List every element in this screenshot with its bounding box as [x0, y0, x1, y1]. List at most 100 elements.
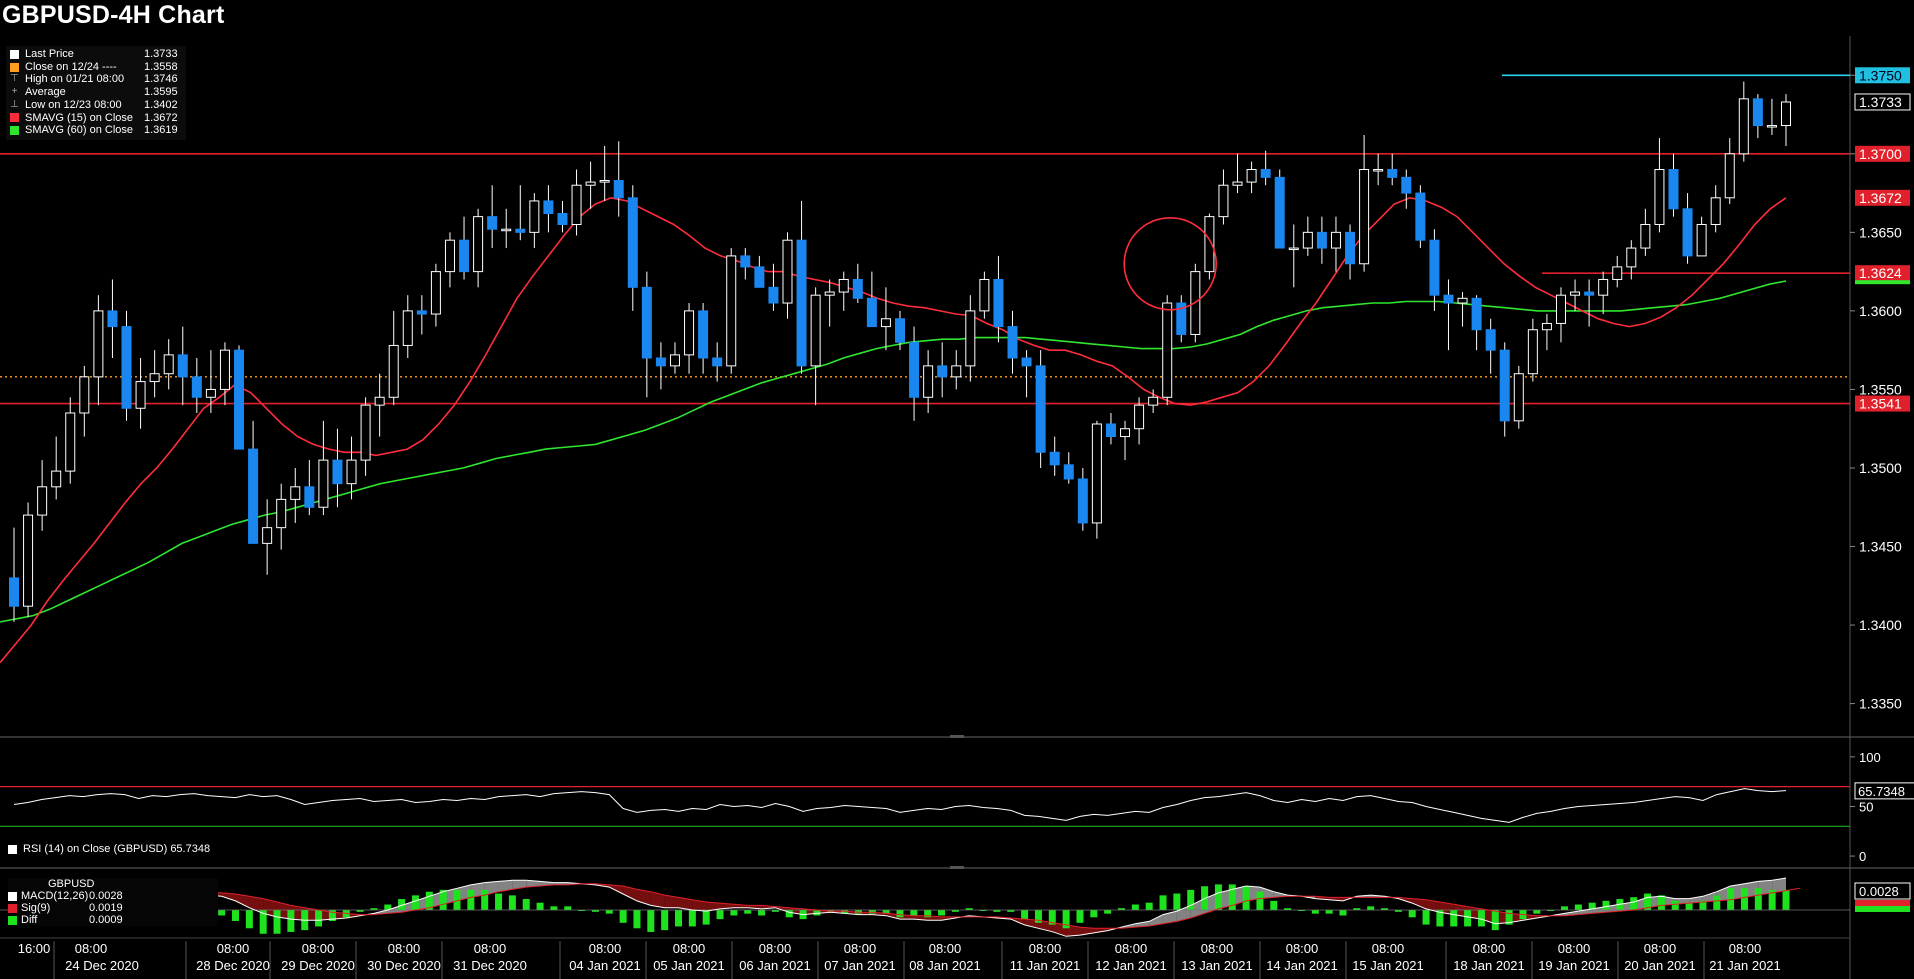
- macd-fill: [553, 882, 568, 885]
- candle-down: [895, 318, 905, 343]
- candle-up: [1302, 231, 1313, 249]
- macd-histogram-bar: [993, 910, 1001, 912]
- time-axis-date-label: 15 Jan 2021: [1352, 958, 1424, 973]
- price-tag-box: [1855, 67, 1910, 84]
- time-axis-hour-label: 08:00: [673, 941, 706, 956]
- macd-histogram-bar: [550, 906, 558, 910]
- macd-histogram-bar: [1547, 910, 1555, 911]
- macd-histogram-bar: [1588, 902, 1596, 910]
- candle-down: [304, 486, 315, 508]
- macd-histogram-bar: [1021, 910, 1029, 920]
- time-axis-hour-label: 08:00: [1115, 941, 1148, 956]
- legend-symbol-icon: +: [11, 86, 18, 98]
- candle-up: [1091, 423, 1102, 524]
- candle-up: [782, 239, 793, 304]
- candle-up: [1288, 247, 1299, 251]
- macd-fill: [249, 896, 264, 914]
- macd-legend-label: Sig(9): [21, 902, 51, 914]
- panel-resize-handle: [950, 735, 964, 738]
- macd-legend-swatch: [8, 903, 17, 913]
- candle-up: [1654, 169, 1665, 225]
- candle-up: [529, 200, 540, 233]
- macd-histogram-bar: [287, 910, 295, 932]
- macd-histogram-bar: [1048, 910, 1056, 925]
- candle-down: [121, 326, 132, 409]
- macd-histogram-bar: [675, 910, 682, 927]
- macd-histogram-bar: [758, 910, 766, 916]
- macd-histogram-bar: [771, 910, 779, 912]
- candle-up: [1120, 428, 1131, 438]
- macd-fill: [1412, 898, 1427, 909]
- macd-histogram-bar: [965, 908, 973, 910]
- price-tick-label: 1.3650: [1859, 224, 1902, 240]
- macd-fill: [1273, 891, 1288, 898]
- candle-down: [416, 310, 427, 315]
- rsi-value-tag: [1854, 782, 1914, 800]
- chart-title: GBPUSD-4H Chart: [2, 1, 225, 29]
- candle-down: [1415, 192, 1426, 241]
- macd-histogram-bar: [259, 910, 267, 934]
- time-axis-hour-label: 08:00: [589, 941, 622, 956]
- candle-down: [655, 357, 666, 367]
- candle-down: [1176, 302, 1187, 335]
- price-tag-box: [1855, 265, 1910, 282]
- macd-fill: [1107, 927, 1122, 931]
- candle-down: [107, 310, 118, 328]
- macd-legend-row: Sig(9) 0.0019: [8, 902, 218, 914]
- time-axis-hour-label: 08:00: [1473, 941, 1506, 956]
- macd-fill: [650, 891, 665, 908]
- time-axis-date-label: 28 Dec 2020: [196, 958, 270, 973]
- macd-fill: [623, 886, 637, 901]
- time-axis-hour-label: 08:00: [844, 941, 877, 956]
- legend-value: 1.3402: [144, 98, 178, 111]
- candle-up: [1513, 373, 1524, 422]
- candle-down: [1049, 451, 1060, 466]
- time-axis-hour-label: 08:00: [929, 941, 962, 956]
- panel-resize-handle: [950, 866, 964, 869]
- macd-histogram-bar: [1533, 910, 1541, 914]
- legend-label: Close on 12/24 ----: [25, 60, 117, 73]
- candle-down: [754, 266, 765, 288]
- legend-symbol-icon: ⊤: [10, 73, 19, 85]
- time-axis-date-label: 12 Jan 2021: [1095, 958, 1167, 973]
- macd-legend-row: Diff 0.0009: [8, 914, 218, 926]
- candle-down: [1387, 169, 1398, 178]
- time-axis-hour-label: 08:00: [75, 941, 108, 956]
- candle-up: [37, 486, 48, 516]
- price-tag-box: [1855, 145, 1910, 162]
- time-axis-hour-label: 08:00: [302, 941, 335, 956]
- macd-histogram-bar: [384, 904, 392, 910]
- price-tick-label: 1.3350: [1859, 696, 1902, 712]
- macd-histogram-bar: [688, 910, 696, 927]
- macd-histogram-bar: [1381, 908, 1389, 910]
- candle-down: [1105, 423, 1116, 438]
- price-tag-label: 1.3733: [1859, 94, 1902, 110]
- macd-value-tag: [1854, 882, 1911, 900]
- candle-down: [641, 286, 652, 359]
- time-axis-hour-label: 08:00: [1201, 941, 1234, 956]
- macd-histogram-bar: [1464, 910, 1472, 927]
- legend-label: High on 01/21 08:00: [25, 73, 125, 86]
- macd-histogram-bar: [425, 891, 433, 910]
- candle-up: [1162, 302, 1173, 398]
- macd-histogram-bar: [938, 910, 946, 916]
- candle-up: [79, 376, 90, 414]
- macd-histogram-bar: [1436, 910, 1444, 927]
- legend-row: + Average 1.3595: [10, 86, 184, 99]
- price-tick-label: 1.3450: [1859, 539, 1902, 555]
- macd-legend-label: Diff: [21, 914, 38, 926]
- legend-row: SMAVG (60) on Close 1.3619: [10, 124, 184, 137]
- candle-up: [1570, 291, 1581, 296]
- candle-down: [191, 376, 202, 398]
- candle-up: [1766, 125, 1777, 128]
- candle-down: [1485, 329, 1496, 351]
- macd-fill: [526, 880, 541, 888]
- macd-fill: [664, 895, 679, 908]
- candle-down: [852, 278, 863, 299]
- macd-histogram-bar: [1754, 888, 1762, 910]
- time-axis-date-label: 19 Jan 2021: [1538, 958, 1610, 973]
- macd-histogram-bar: [813, 910, 821, 916]
- macd-histogram-bar: [453, 889, 461, 910]
- candle-up: [1373, 169, 1384, 172]
